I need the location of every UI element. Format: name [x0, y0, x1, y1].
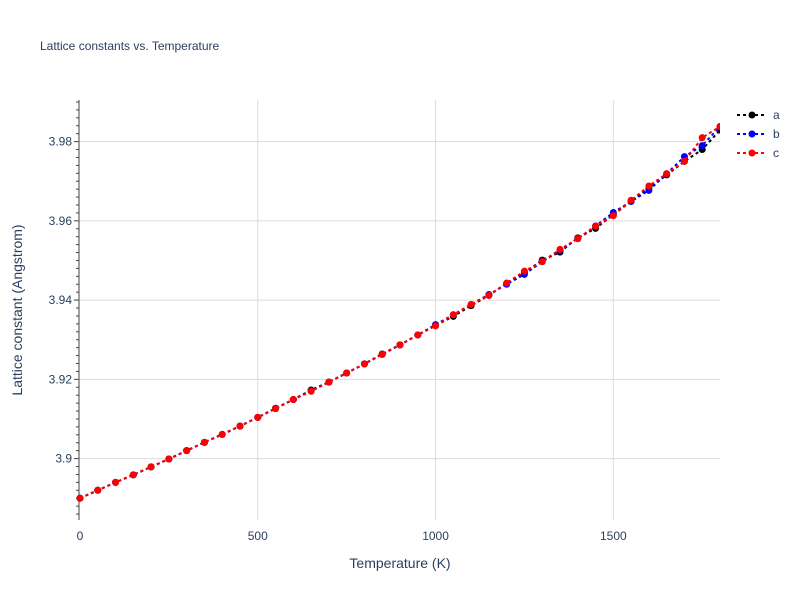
x-tick-label: 500	[248, 529, 268, 543]
data-point-c	[680, 157, 688, 165]
data-point-c	[183, 447, 191, 455]
data-point-c	[218, 430, 226, 438]
x-tick-label: 1000	[422, 529, 449, 543]
data-point-c	[289, 396, 297, 404]
data-point-c	[76, 494, 84, 502]
data-point-c	[592, 222, 600, 230]
chart-title: Lattice constants vs. Temperature	[40, 39, 220, 53]
data-point-c	[449, 311, 457, 319]
series-c	[76, 123, 720, 502]
data-point-c	[325, 378, 333, 386]
data-point-c	[663, 170, 671, 178]
legend-item-a[interactable]: a	[737, 108, 780, 122]
data-point-c	[414, 331, 422, 339]
series-layer	[76, 123, 720, 502]
x-tick-label: 0	[77, 529, 84, 543]
y-tick-label: 3.9	[55, 452, 72, 466]
legend-item-c[interactable]: c	[737, 146, 779, 160]
data-point-c	[360, 360, 368, 368]
x-axis-title: Temperature (K)	[349, 555, 450, 571]
legend-item-b[interactable]: b	[737, 127, 780, 141]
x-tick-label: 1500	[600, 529, 627, 543]
data-point-c	[112, 478, 120, 486]
data-point-c	[538, 258, 546, 266]
y-tick-label: 3.96	[49, 214, 73, 228]
y-tick-label: 3.94	[49, 293, 73, 307]
data-point-c	[485, 291, 493, 299]
data-point-c	[396, 341, 404, 349]
data-point-c	[716, 123, 720, 131]
y-axis-ticks	[74, 101, 79, 515]
x-gridlines	[257, 100, 614, 520]
data-point-c	[645, 182, 653, 190]
y-axis-title: Lattice constant (Angstrom)	[9, 224, 25, 395]
data-point-c	[94, 486, 102, 494]
legend-marker-a	[748, 111, 756, 119]
data-point-c	[129, 471, 137, 479]
data-point-c	[627, 196, 635, 204]
data-point-c	[574, 235, 582, 243]
data-point-c	[698, 134, 706, 142]
legend-label-c: c	[773, 146, 779, 160]
data-point-c	[503, 279, 511, 287]
data-point-c	[254, 413, 262, 421]
data-point-c	[307, 387, 315, 395]
legend-marker-b	[748, 130, 756, 138]
data-point-c	[432, 322, 440, 330]
data-point-c	[343, 369, 351, 377]
legend: abc	[737, 108, 780, 160]
y-gridlines	[80, 141, 720, 460]
data-point-c	[609, 212, 617, 220]
x-axis-tick-labels: 0 500 1000 1500	[77, 529, 627, 543]
legend-marker-c	[748, 149, 756, 157]
data-point-c	[236, 422, 244, 430]
y-tick-label: 3.98	[49, 135, 73, 149]
data-point-c	[520, 267, 528, 275]
data-point-c	[200, 438, 208, 446]
data-point-c	[556, 245, 564, 253]
plot-area	[74, 100, 720, 520]
data-point-c	[378, 350, 386, 358]
legend-label-a: a	[773, 108, 780, 122]
y-axis-tick-labels: 3.9 3.92 3.94 3.96 3.98	[49, 135, 73, 466]
data-point-c	[147, 463, 155, 471]
data-point-b	[698, 142, 706, 150]
data-point-c	[165, 455, 173, 463]
legend-label-b: b	[773, 127, 780, 141]
data-point-c	[467, 300, 475, 308]
y-tick-label: 3.92	[49, 372, 73, 386]
data-point-c	[272, 405, 280, 413]
